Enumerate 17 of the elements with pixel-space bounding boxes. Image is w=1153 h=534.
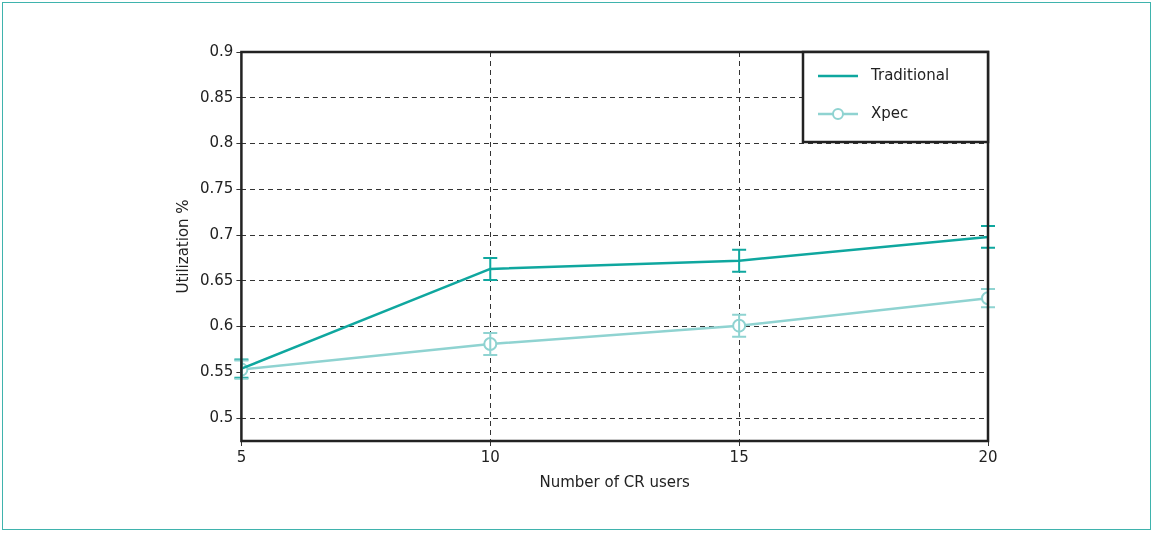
y-tick-label: 0.65	[199, 270, 234, 289]
x-tick-label: 5	[236, 447, 247, 466]
legend-label: Traditional	[870, 65, 950, 84]
y-tick-label: 0.55	[199, 362, 234, 381]
legend-label: Xpec	[871, 103, 909, 122]
y-axis-title: Utilization %	[173, 199, 192, 294]
x-tick-label: 10	[480, 447, 500, 466]
y-tick-label: 0.75	[199, 179, 234, 198]
y-tick-label: 0.7	[209, 224, 234, 243]
x-tick-label: 20	[978, 447, 998, 466]
y-tick-label: 0.85	[199, 87, 234, 106]
x-tick-label: 15	[729, 447, 749, 466]
x-axis-title: Number of CR users	[539, 472, 691, 491]
y-tick-label: 0.6	[209, 316, 234, 335]
y-tick-label: 0.8	[209, 133, 234, 152]
y-tick-label: 0.5	[209, 408, 234, 427]
y-tick-label: 0.9	[209, 41, 234, 60]
